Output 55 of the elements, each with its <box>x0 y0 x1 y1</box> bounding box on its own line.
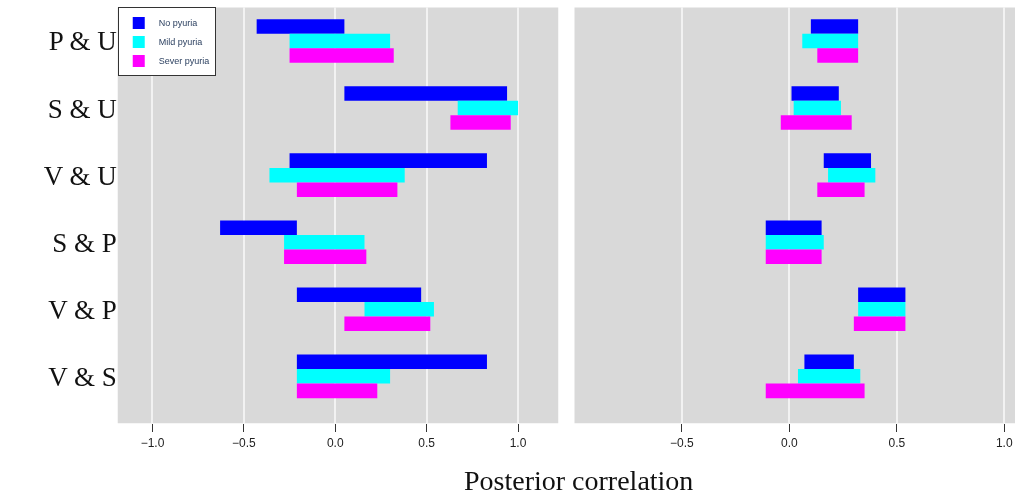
bar <box>817 48 859 63</box>
legend-label: Mild pyuria <box>158 37 203 48</box>
x-tick-label: −0.5 <box>232 435 257 450</box>
bar <box>765 249 822 265</box>
bar <box>296 182 398 197</box>
x-tick-label: 0.0 <box>781 435 799 450</box>
bar <box>296 369 391 384</box>
bar <box>791 86 839 101</box>
x-tick-label: −0.5 <box>670 435 695 450</box>
y-tick-label: V & P <box>48 294 117 325</box>
bar <box>823 153 872 168</box>
bar <box>220 220 297 235</box>
bar <box>780 115 852 130</box>
x-axis-title: Posterior correlation <box>464 465 694 496</box>
bar <box>296 287 422 303</box>
bar <box>858 287 906 303</box>
bar <box>344 316 431 332</box>
bar <box>853 316 906 332</box>
bar <box>810 19 859 34</box>
bar <box>450 115 511 130</box>
bar <box>296 383 378 399</box>
x-tick-label: 1.0 <box>509 435 527 450</box>
bar <box>457 100 519 116</box>
bar <box>765 383 865 399</box>
x-tick-label: 0.5 <box>888 435 906 450</box>
y-tick-label: P & U <box>48 26 117 57</box>
x-tick-label: −1.0 <box>140 435 165 450</box>
bar <box>256 19 345 34</box>
bar <box>289 33 391 49</box>
bar <box>289 48 394 63</box>
bar <box>284 249 367 265</box>
y-tick-label: V & S <box>48 361 117 392</box>
x-tick-label: 0.5 <box>418 435 436 450</box>
bar <box>802 33 859 49</box>
bar <box>858 302 906 317</box>
y-tick-label: V & U <box>43 160 117 191</box>
y-tick-label: S & U <box>47 93 117 124</box>
bar <box>269 167 405 183</box>
bar <box>828 167 876 183</box>
bar <box>765 234 824 250</box>
bar <box>296 354 487 370</box>
x-tick-label: 1.0 <box>995 435 1013 450</box>
bar <box>804 354 854 370</box>
bar <box>765 220 822 235</box>
bar <box>289 153 487 168</box>
y-tick-label: S & P <box>52 227 117 258</box>
bar <box>284 234 365 250</box>
legend-label: Sever pyuria <box>158 56 210 67</box>
x-tick-label: 0.0 <box>326 435 344 450</box>
bar <box>797 369 861 384</box>
legend-label: No pyuria <box>158 18 198 29</box>
bar <box>364 302 434 317</box>
bar <box>793 100 841 116</box>
bar <box>817 182 865 197</box>
bar <box>344 86 508 101</box>
